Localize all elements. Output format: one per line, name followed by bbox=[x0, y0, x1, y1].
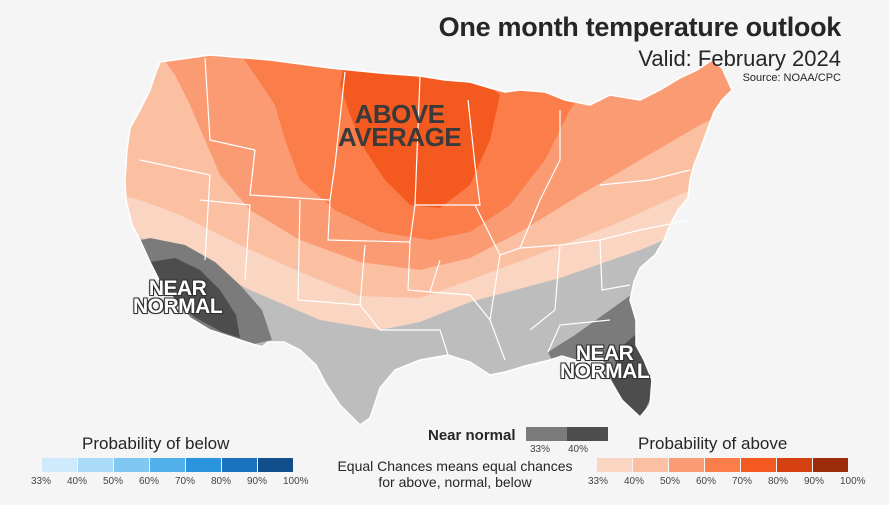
legend-tick-label: 80% bbox=[211, 476, 232, 487]
state-line bbox=[599, 169, 691, 186]
legend-near-swatches bbox=[526, 427, 608, 441]
legend-tick-label: 60% bbox=[696, 476, 717, 487]
legend-swatch bbox=[813, 458, 848, 472]
state-line bbox=[539, 110, 561, 201]
near-normal-label-east: NEAR NORMAL bbox=[560, 342, 650, 384]
state-line bbox=[599, 239, 631, 291]
legend-near-ticks: 33% 40% bbox=[530, 444, 606, 455]
legend-swatch bbox=[222, 458, 257, 472]
legend-tick-label: 40% bbox=[568, 444, 589, 455]
legend-tick-label: 70% bbox=[175, 476, 196, 487]
state-boundaries bbox=[124, 54, 733, 426]
legend-tick-label: 70% bbox=[732, 476, 753, 487]
equal-chances-note: Equal Chances means equal chances for ab… bbox=[337, 458, 573, 491]
state-line bbox=[199, 199, 251, 281]
legend-tick-label: 50% bbox=[103, 476, 124, 487]
state-line bbox=[529, 244, 561, 331]
legend-tick-label: 33% bbox=[530, 444, 551, 455]
state-line bbox=[359, 304, 449, 356]
state-line bbox=[474, 199, 541, 256]
legend-swatch bbox=[567, 427, 608, 441]
above-70-band bbox=[340, 60, 500, 208]
state-line bbox=[639, 219, 691, 231]
legend-swatch bbox=[42, 458, 77, 472]
chart-subtitle: Valid: February 2024 bbox=[638, 46, 841, 71]
legend-swatch bbox=[186, 458, 221, 472]
above-average-label: ABOVE AVERAGE bbox=[338, 99, 462, 152]
source-credit: Source: NOAA/CPC bbox=[742, 72, 841, 84]
legend-near-title: Near normal bbox=[428, 427, 516, 444]
legend-tick-label: 33% bbox=[588, 476, 609, 487]
state-line bbox=[139, 159, 211, 261]
legend-above-swatches bbox=[597, 458, 849, 472]
legend-swatch bbox=[78, 458, 113, 472]
legend-swatch bbox=[258, 458, 293, 472]
state-line bbox=[429, 291, 491, 321]
state-line bbox=[415, 99, 481, 206]
state-line bbox=[204, 57, 256, 151]
near-normal-label-west: NEAR NORMAL bbox=[133, 277, 223, 319]
legend-swatch bbox=[777, 458, 812, 472]
legend-below-title: Probability of below bbox=[82, 434, 230, 453]
state-line bbox=[407, 241, 441, 293]
legend-swatch bbox=[526, 427, 567, 441]
legend-swatch bbox=[150, 458, 185, 472]
legend-tick-label: 100% bbox=[840, 476, 866, 487]
state-line bbox=[297, 199, 366, 306]
legend-swatch bbox=[669, 458, 704, 472]
legend-below-ticks: 33% 40% 50% 60% 70% 80% 90% 100% bbox=[31, 476, 319, 487]
legend-swatch bbox=[741, 458, 776, 472]
legend-tick-label: 60% bbox=[139, 476, 160, 487]
legend-tick-label: 90% bbox=[804, 476, 825, 487]
legend-swatch bbox=[597, 458, 632, 472]
legend-swatch bbox=[114, 458, 149, 472]
legend-below-swatches bbox=[42, 458, 294, 472]
legend-tick-label: 80% bbox=[768, 476, 789, 487]
legend-tick-label: 33% bbox=[31, 476, 52, 487]
legend-swatch bbox=[633, 458, 668, 472]
legend-tick-label: 40% bbox=[624, 476, 645, 487]
us-outline bbox=[124, 54, 733, 426]
legend-swatch bbox=[705, 458, 740, 472]
legend-tick-label: 100% bbox=[283, 476, 309, 487]
legend-tick-label: 40% bbox=[67, 476, 88, 487]
legend-above-title: Probability of above bbox=[638, 434, 788, 453]
legend-tick-label: 50% bbox=[660, 476, 681, 487]
legend-tick-label: 90% bbox=[247, 476, 268, 487]
state-line bbox=[547, 319, 611, 353]
near-normal-40-west bbox=[150, 258, 240, 338]
legend-above-ticks: 33% 40% 50% 60% 70% 80% 90% 100% bbox=[588, 476, 876, 487]
chart-title: One month temperature outlook bbox=[438, 12, 842, 42]
state-line bbox=[519, 229, 641, 249]
